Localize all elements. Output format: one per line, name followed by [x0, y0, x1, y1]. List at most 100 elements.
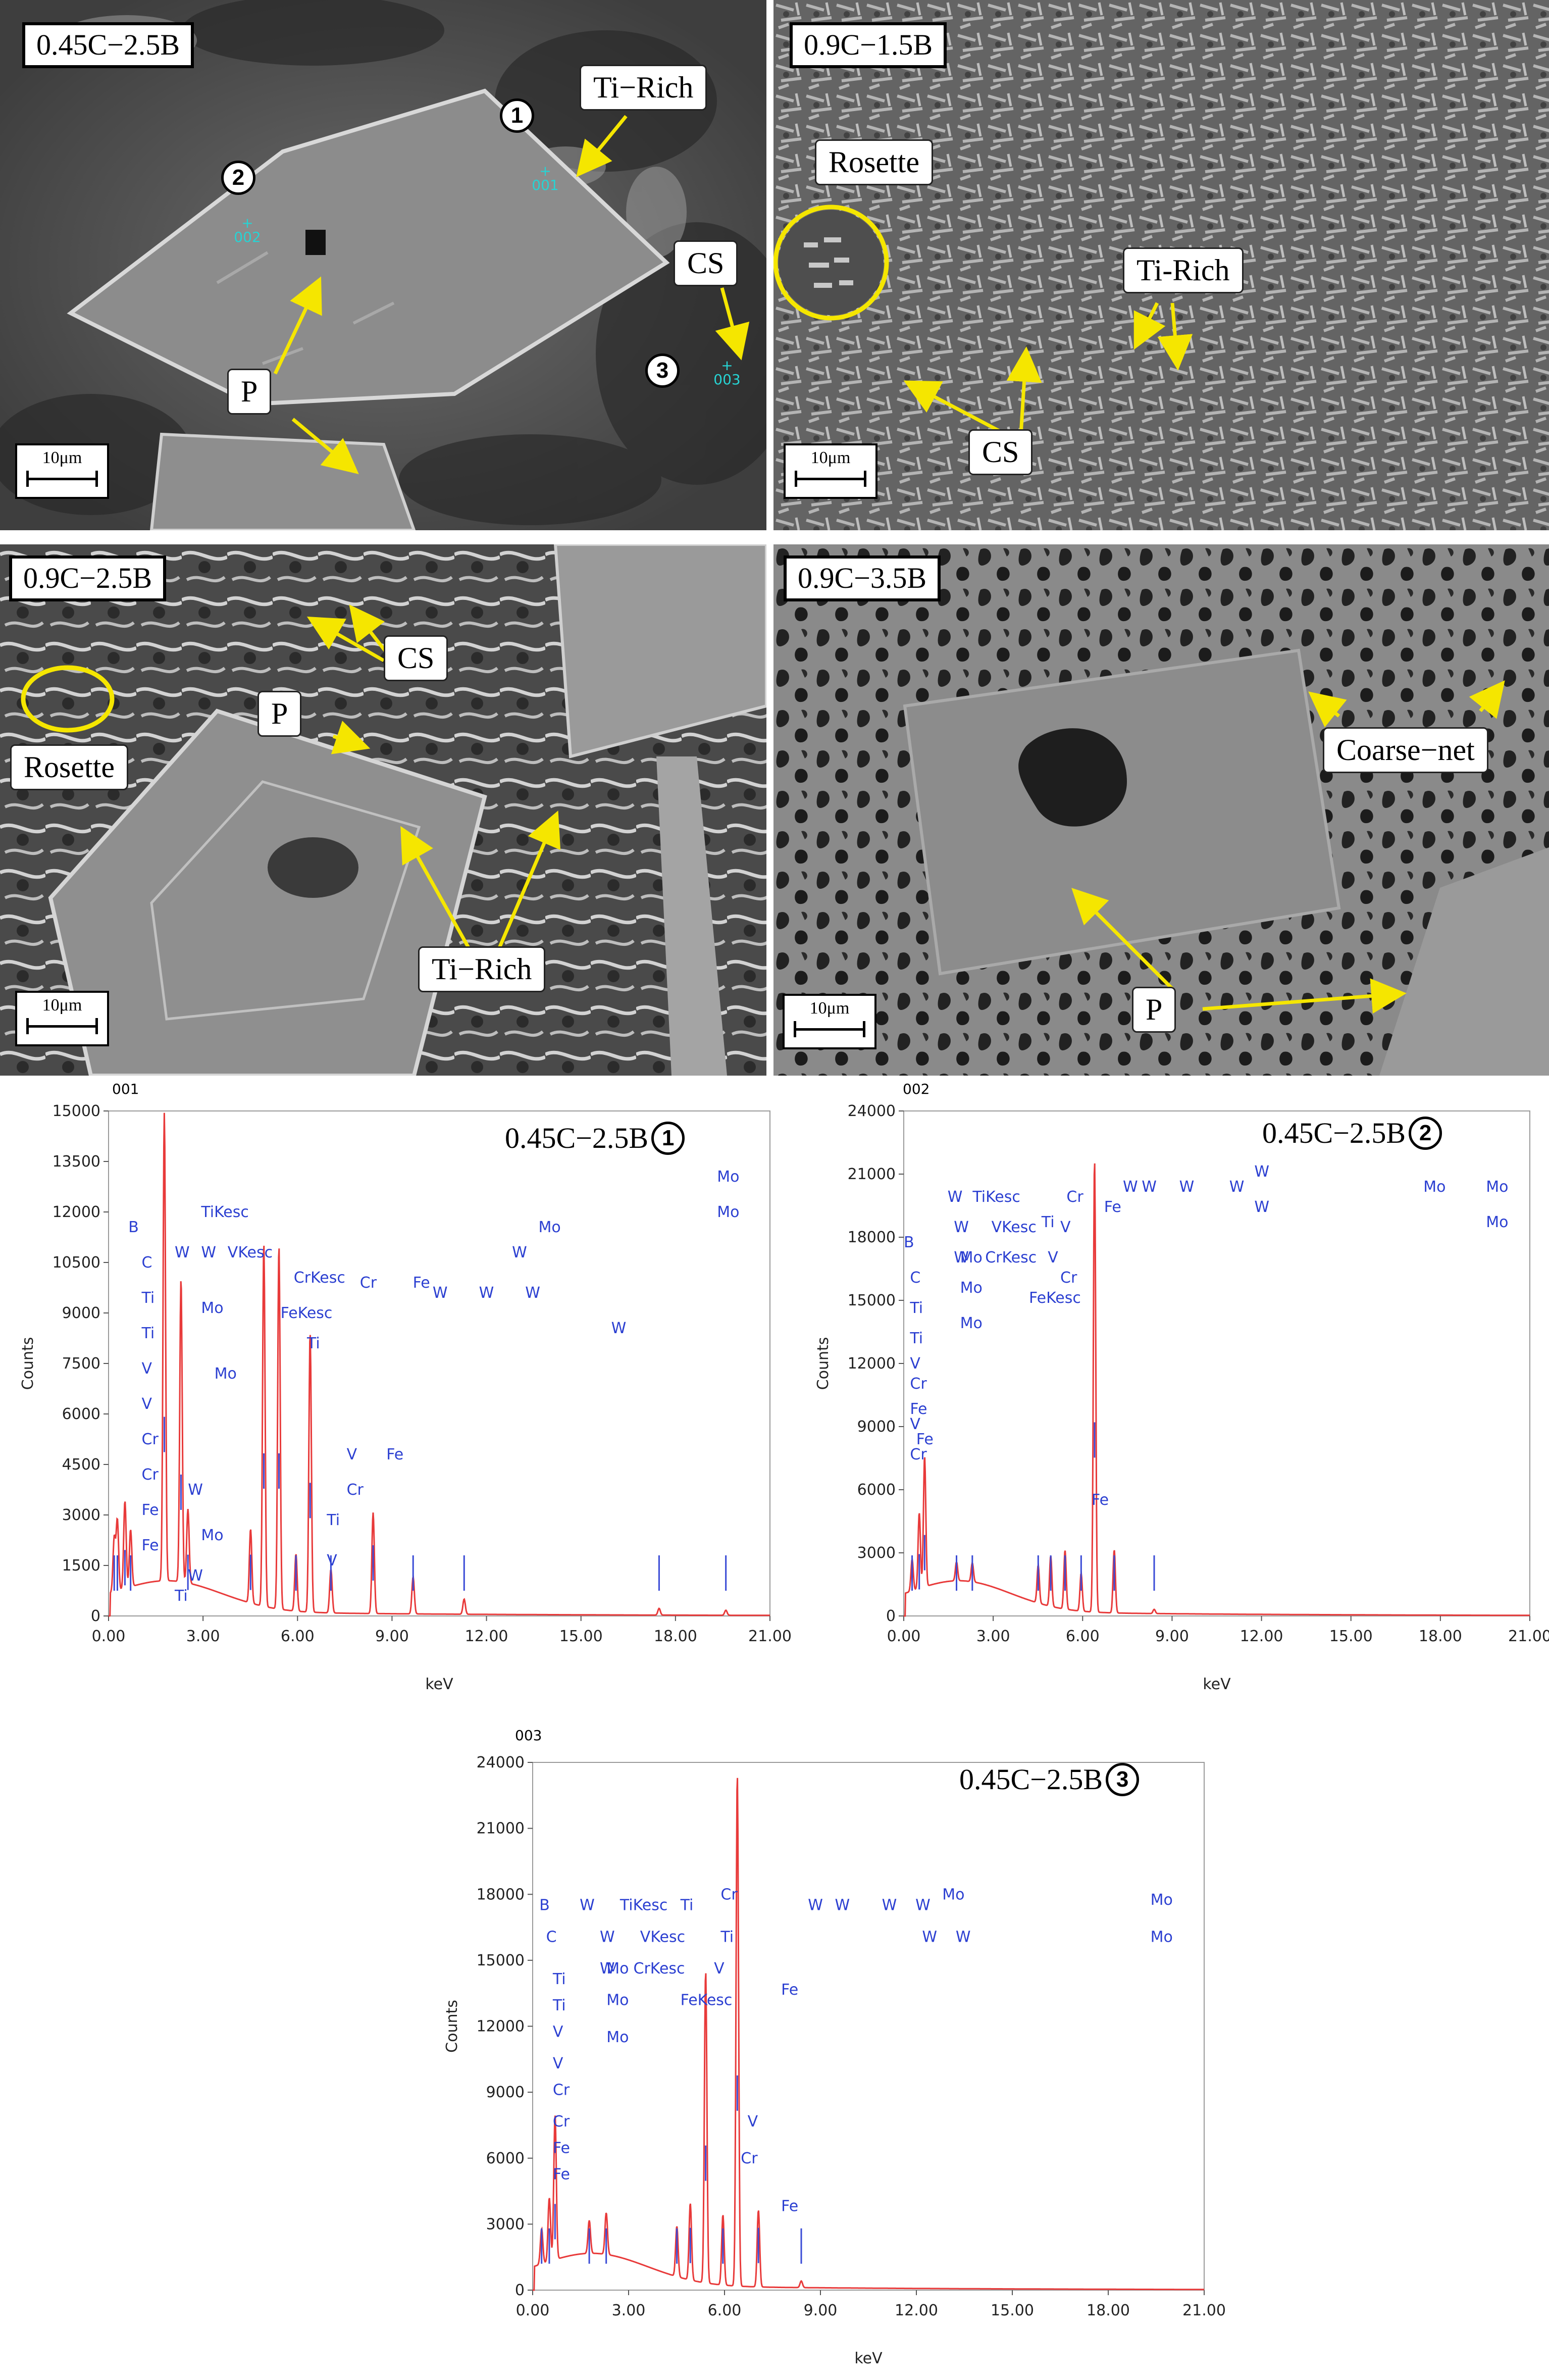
- plot-frame: [903, 1110, 1530, 1616]
- scale-bar: 10μm: [15, 991, 109, 1046]
- element-label: W: [948, 1188, 963, 1206]
- element-label: Ti: [552, 1970, 566, 1988]
- element-label: Cr: [360, 1274, 377, 1292]
- element-label: W: [1142, 1178, 1157, 1196]
- spectrum-plot: 0 3000 6000 9000 12000 15000 18000 21000 24000 0.…: [814, 1102, 1549, 1693]
- y-tick-label: 9000: [857, 1418, 896, 1436]
- point-marker-3: 3: [645, 353, 680, 388]
- element-label: W: [835, 1897, 850, 1914]
- element-label: Ti: [141, 1325, 155, 1342]
- spectrum-sample-label: 0.45C−2.5B 3: [959, 1762, 1140, 1796]
- callout-ti-rich: Ti-Rich: [1123, 247, 1244, 293]
- point-marker-2: 2: [221, 161, 255, 195]
- element-label: Mo: [1151, 1928, 1173, 1946]
- y-tick-label: 24000: [848, 1102, 896, 1120]
- element-label: Mo: [539, 1219, 561, 1236]
- element-label: V: [714, 1960, 725, 1978]
- plot-frame: [532, 1762, 1205, 2291]
- x-tick-label: 15.00: [1329, 1628, 1373, 1645]
- element-label: Fe: [142, 1537, 159, 1554]
- x-tick-label: 18.00: [1419, 1628, 1462, 1645]
- x-tick-label: 15.00: [991, 2302, 1034, 2319]
- y-tick-label: 21000: [848, 1166, 896, 1183]
- element-label: Cr: [1060, 1269, 1077, 1287]
- point-id-003: +003: [713, 357, 741, 388]
- x-axis-label: keV: [854, 2350, 883, 2367]
- x-tick-label: 9.00: [1155, 1628, 1189, 1645]
- element-label: W: [175, 1244, 190, 1261]
- element-label: Mo: [1423, 1178, 1445, 1196]
- element-label: Fe: [553, 2166, 570, 2184]
- plot-frame: [108, 1110, 770, 1616]
- x-axis-label: keV: [425, 1676, 453, 1693]
- x-tick-label: 0.00: [887, 1628, 921, 1645]
- element-label: Cr: [142, 1466, 159, 1484]
- element-label: W: [954, 1219, 969, 1236]
- element-label: W: [201, 1244, 216, 1261]
- y-tick-label: 15000: [53, 1102, 100, 1120]
- callout-cs: CS: [674, 240, 738, 286]
- element-label: FeKesc: [281, 1304, 333, 1322]
- element-label: TiKesc: [972, 1188, 1020, 1206]
- y-tick-label: 12000: [477, 2018, 525, 2036]
- element-label: Mo: [215, 1365, 237, 1383]
- x-tick-label: 6.00: [1066, 1628, 1100, 1645]
- element-label: W: [954, 1249, 969, 1267]
- element-label: Mo: [717, 1168, 739, 1186]
- element-label: CrKesc: [634, 1960, 685, 1978]
- callout-rosette: Rosette: [10, 744, 128, 790]
- element-label: Fe: [781, 2197, 798, 2215]
- element-label: C: [910, 1269, 920, 1287]
- x-tick-label: 12.00: [465, 1628, 508, 1645]
- y-tick-label: 13500: [53, 1153, 100, 1171]
- y-tick-label: 18000: [848, 1229, 896, 1246]
- element-label: W: [956, 1928, 971, 1946]
- element-label: Fe: [1092, 1491, 1109, 1509]
- y-tick-label: 6000: [857, 1481, 896, 1499]
- element-label: Fe: [781, 1981, 798, 1999]
- element-label: Mo: [606, 1960, 629, 1978]
- element-label: W: [433, 1284, 448, 1302]
- panel-label: 0.45C−2.5B: [22, 22, 194, 68]
- x-tick-label: 21.00: [1182, 2302, 1226, 2319]
- y-axis-label: Counts: [814, 1337, 832, 1390]
- spectrum-plot: 0 3000 6000 9000 12000 15000 18000 21000 24000 0.…: [443, 1754, 1226, 2367]
- element-label: V: [142, 1395, 152, 1413]
- element-label: W: [525, 1284, 540, 1302]
- spectrum-id: 001: [112, 1081, 139, 1097]
- element-label: W: [611, 1320, 627, 1337]
- sem-panel-0.9c-2.5b: 0.9C−2.5B CS P Rosette Ti−Rich 10μm: [0, 544, 766, 1076]
- element-label: VKesc: [228, 1244, 273, 1261]
- element-label: VKesc: [640, 1928, 685, 1946]
- element-label: W: [512, 1244, 527, 1261]
- element-label: Fe: [553, 2139, 570, 2157]
- sem-panel-0.9c-1.5b: 0.9C−1.5B Rosette Ti-Rich CS 10μm: [773, 0, 1549, 530]
- x-tick-label: 18.00: [1087, 2302, 1130, 2319]
- element-label: Ti: [552, 1997, 566, 2014]
- element-label: Ti: [326, 1511, 340, 1529]
- element-label: Fe: [916, 1431, 934, 1448]
- element-label: Fe: [142, 1501, 159, 1519]
- element-label: V: [1060, 1219, 1071, 1236]
- element-label: Cr: [910, 1446, 927, 1463]
- point-id-002: +002: [234, 215, 261, 245]
- y-tick-label: 1500: [62, 1557, 100, 1575]
- element-label: Cr: [1066, 1188, 1083, 1206]
- element-label: Mo: [606, 2029, 629, 2046]
- y-tick-label: 6000: [486, 2150, 525, 2167]
- x-tick-label: 9.00: [804, 2302, 838, 2319]
- point-marker-1: 1: [500, 98, 534, 133]
- element-label: W: [1179, 1178, 1195, 1196]
- x-tick-label: 6.00: [708, 2302, 742, 2319]
- element-label: C: [546, 1928, 557, 1946]
- callout-coarse-net: Coarse−net: [1323, 727, 1488, 773]
- x-tick-label: 3.00: [976, 1628, 1010, 1645]
- element-label: V: [553, 2023, 563, 2041]
- scale-bar: 10μm: [15, 443, 109, 499]
- element-label: V: [910, 1415, 920, 1433]
- element-label: W: [600, 1960, 615, 1978]
- element-label: W: [808, 1897, 823, 1914]
- y-tick-label: 10500: [53, 1254, 100, 1272]
- scale-bar: 10μm: [784, 443, 877, 499]
- element-label: Ti: [1041, 1213, 1055, 1231]
